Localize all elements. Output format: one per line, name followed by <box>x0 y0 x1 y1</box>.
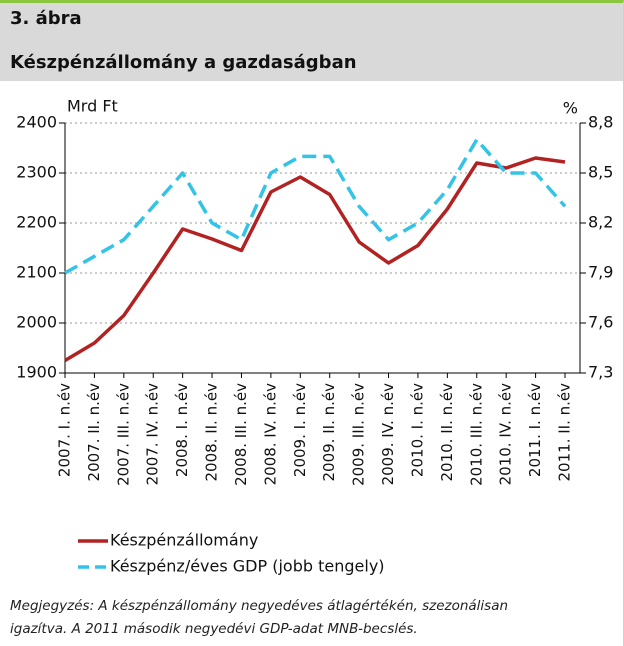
y2-tick-label: 7,9 <box>588 263 613 282</box>
x-tick-label: 2011. I. n.év <box>526 383 544 477</box>
y-tick-label: 1900 <box>16 363 57 382</box>
x-tick-label: 2009. II. n.év <box>320 383 338 482</box>
x-tick-label: 2008. II. n.év <box>203 383 221 482</box>
legend-label: Készpénzállomány <box>110 531 258 550</box>
x-tick-label: 2009. I. n.év <box>291 383 309 477</box>
y-tick-label: 2400 <box>16 113 57 132</box>
x-tick-label: 2007. I. n.év <box>56 383 74 477</box>
x-tick-label: 2011. II. n.év <box>556 383 574 482</box>
note-line: igazítva. A 2011 második negyedévi GDP-a… <box>10 621 418 637</box>
chart: Mrd Ft % 1900 2000 2100 2200 2300 2400 7,3 7,6 7,9… <box>16 97 613 576</box>
x-tick-label: 2010. II. n.év <box>438 383 456 482</box>
x-tick-label: 2009. IV. n.év <box>379 383 397 486</box>
y2-tick-label: 7,3 <box>588 363 613 382</box>
header: 3. ábra Készpénzállomány a gazdaságban <box>0 3 623 81</box>
x-tick-label: 2007. IV. n.év <box>144 383 162 486</box>
x-tick-label: 2007. II. n.év <box>85 383 103 482</box>
y-tick-label: 2100 <box>16 263 57 282</box>
x-tick-label: 2007. III. n.év <box>114 383 132 486</box>
series-line <box>64 137 567 275</box>
y2-tick-label: 8,2 <box>588 213 613 232</box>
x-tick-label: 2010. I. n.év <box>408 383 426 477</box>
legend-label: Készpénz/éves GDP (jobb tengely) <box>110 557 385 576</box>
y-tick-label: 2200 <box>16 213 57 232</box>
x-tick-label: 2008. III. n.év <box>232 383 250 486</box>
y2-tick-label: 8,8 <box>588 113 613 132</box>
y2-axis-label: % <box>563 99 578 118</box>
series-line <box>64 156 566 363</box>
y-axis-label: Mrd Ft <box>67 97 118 116</box>
figure-number: 3. ábra <box>10 8 82 29</box>
x-tick-label: 2009. III. n.év <box>350 383 368 486</box>
note-line: Megjegyzés: A készpénzállomány negyedéve… <box>10 598 509 614</box>
x-tick-label: 2008. I. n.év <box>173 383 191 477</box>
x-tick-label: 2010. III. n.év <box>467 383 485 486</box>
x-tick-label: 2008. IV. n.év <box>261 383 279 486</box>
y-tick-label: 2300 <box>16 163 57 182</box>
y2-tick-label: 8,5 <box>588 163 613 182</box>
figure-title: Készpénzállomány a gazdaságban <box>10 52 357 73</box>
note: Megjegyzés: A készpénzállomány negyedéve… <box>10 595 508 641</box>
y-tick-label: 2000 <box>16 313 57 332</box>
y2-tick-label: 7,6 <box>588 313 613 332</box>
x-tick-label: 2010. IV. n.év <box>497 383 515 486</box>
